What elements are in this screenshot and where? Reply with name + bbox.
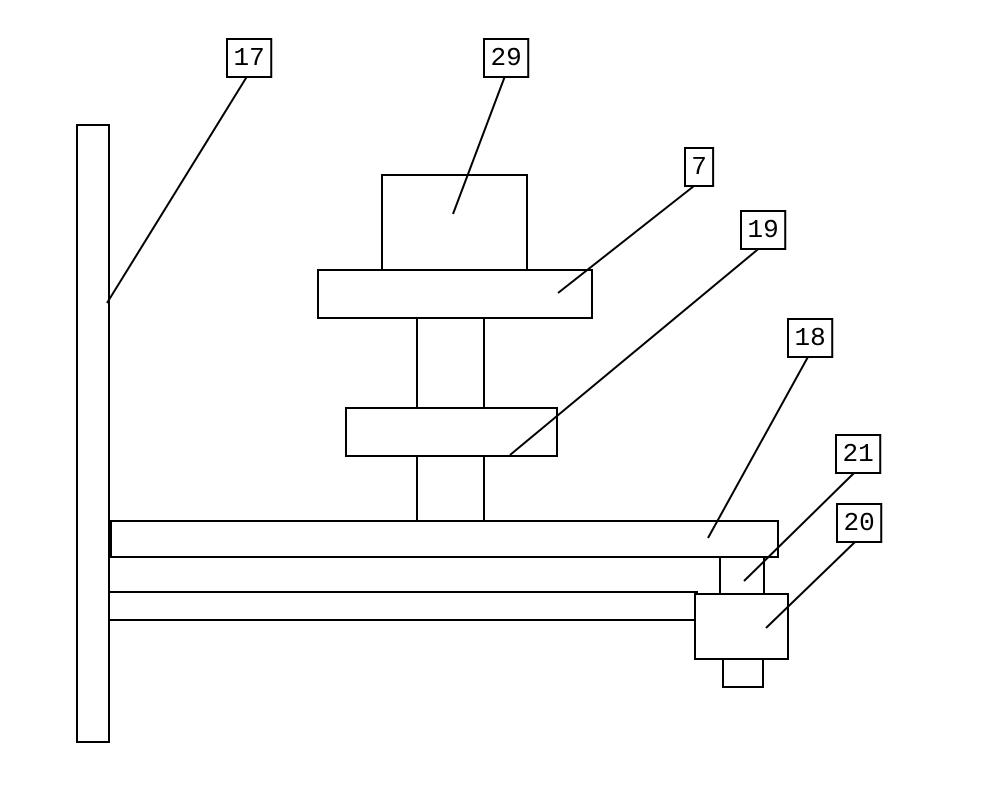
- leader-line-7: [558, 182, 699, 293]
- small-stub-bottom: [723, 659, 763, 687]
- mid-plate: [346, 408, 557, 456]
- leader-line-17: [107, 73, 249, 303]
- label-text-18: 18: [795, 323, 826, 353]
- label-text-19: 19: [748, 215, 779, 245]
- vertical-post-17: [77, 125, 109, 742]
- leader-line-20: [766, 538, 859, 628]
- label-text-7: 7: [691, 152, 707, 182]
- leader-line-18: [708, 353, 810, 538]
- label-text-20: 20: [844, 508, 875, 538]
- horizontal-bar-lower: [109, 592, 697, 620]
- long-plate-18: [111, 521, 778, 557]
- diagram-canvas: 17 29 7 19 18 21 20: [0, 0, 1000, 790]
- label-text-29: 29: [491, 43, 522, 73]
- shapes-group: [77, 125, 788, 742]
- label-text-21: 21: [843, 439, 874, 469]
- wide-plate-7: [318, 270, 592, 318]
- small-connector-21: [720, 557, 764, 594]
- short-column-upper: [417, 318, 484, 408]
- block-20: [695, 594, 788, 659]
- short-column-19: [417, 456, 484, 521]
- label-text-17: 17: [234, 43, 265, 73]
- top-block-29: [382, 175, 527, 270]
